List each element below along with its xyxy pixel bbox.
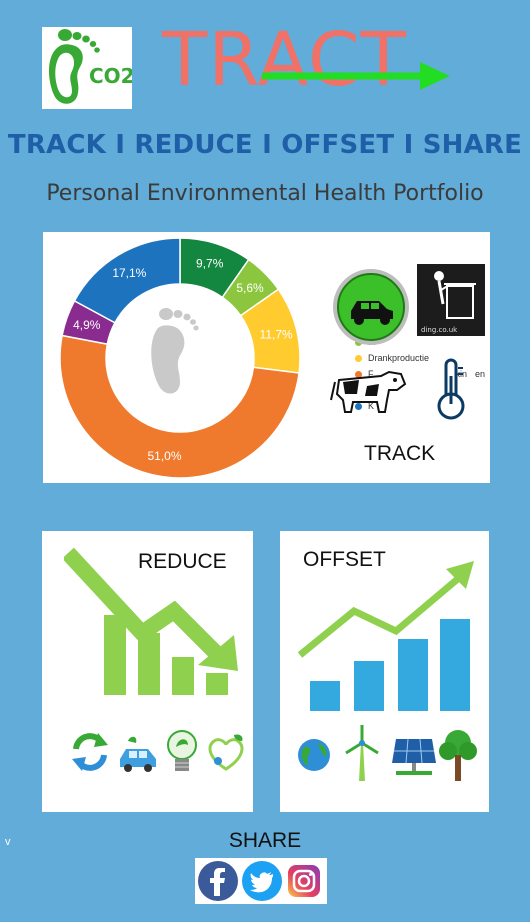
co2-logo-text: CO2 (89, 64, 132, 88)
donut-center (106, 284, 254, 432)
cow-icon (330, 370, 407, 413)
track-label: TRACK (364, 442, 436, 465)
donut-slice-label: 9,7% (196, 257, 224, 271)
footprint-logo: CO2 (42, 27, 135, 109)
donut-slice-label: 17,1% (112, 266, 146, 280)
eco-heart-icon (208, 734, 244, 771)
globe-icon (298, 739, 330, 771)
offset-label: OFFSET (303, 548, 386, 571)
footprint-icon (151, 308, 199, 394)
tree-icon (439, 730, 477, 781)
instagram-icon[interactable] (287, 864, 321, 898)
green-footprint-icon: CO2 (49, 29, 135, 104)
share-icons (195, 858, 327, 904)
recycle-icon (72, 733, 108, 771)
corner-mark: v (5, 836, 11, 848)
wind-turbine-icon (345, 725, 379, 781)
reduce-card[interactable]: REDUCE (42, 531, 253, 812)
twitter-icon[interactable] (241, 860, 283, 902)
tagline: TRACK I REDUCE I OFFSET I SHARE (7, 130, 523, 160)
legend-item: K (355, 400, 374, 412)
donut-slice-label: 51,0% (147, 449, 181, 463)
declining-bar-arrow-icon (64, 547, 238, 695)
offset-card[interactable]: OFFSET (280, 531, 489, 812)
eco-car-icon (120, 736, 156, 772)
donut-slice-label: 5,6% (236, 281, 264, 295)
legend-item-fragment: en (475, 369, 486, 379)
solar-panel-icon (392, 738, 436, 775)
donut-slice-label: 11,7% (260, 327, 293, 341)
eco-bulb-icon (167, 730, 197, 771)
rising-bar-arrow-icon (297, 561, 474, 711)
page-subtitle: Personal Environmental Health Portfolio (46, 181, 484, 206)
emissions-donut-chart: 9,7% 5,6% 11,7% 51,0% 4,9% 17,1% (59, 237, 301, 479)
green-arrow-icon (262, 62, 450, 90)
green-car-icon (333, 269, 409, 345)
thermometer-icon (437, 358, 465, 420)
legend-item: F (355, 368, 374, 380)
track-card[interactable]: 9,7%5,6%11,7%51,0%4,9%17,1% Lo M Drankpr… (43, 232, 490, 483)
facebook-icon[interactable] (197, 860, 239, 902)
share-label: SHARE (228, 829, 302, 852)
source-fragment: ding.co.uk (421, 326, 458, 334)
trash-bin-icon: ding.co.uk (417, 264, 485, 336)
donut-slice-label: 4,9% (73, 318, 101, 332)
legend-item: Drankproductie (355, 352, 429, 364)
reduce-label: REDUCE (138, 550, 227, 573)
brand-name: TRACT (162, 17, 407, 103)
